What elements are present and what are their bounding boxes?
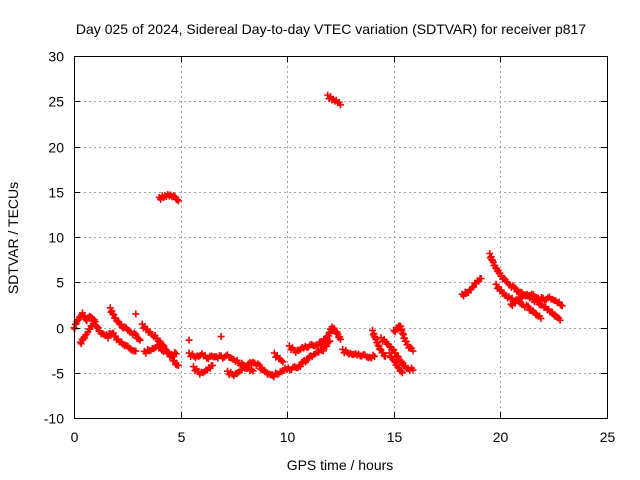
data-point: [104, 334, 112, 342]
data-point: [255, 361, 263, 369]
data-point: [173, 196, 181, 204]
y-tick-label: -10: [44, 411, 64, 427]
chart-title: Day 025 of 2024, Sidereal Day-to-day VTE…: [76, 21, 586, 37]
data-segment: [458, 275, 485, 300]
x-tick-label: 10: [280, 429, 296, 445]
data-segment: [368, 326, 389, 360]
data-point: [278, 357, 286, 365]
data-point: [174, 362, 182, 370]
data-segment: [155, 190, 182, 205]
data-point: [89, 320, 97, 328]
isolated-point: [185, 336, 193, 344]
grid: [74, 56, 607, 418]
data-point: [217, 333, 225, 341]
x-tick-label: 25: [600, 429, 616, 445]
y-tick-label: 30: [48, 49, 64, 65]
data-point: [460, 292, 468, 300]
data-point: [337, 101, 344, 109]
x-tick-label: 5: [178, 429, 186, 445]
data-point: [174, 197, 182, 205]
data-point: [326, 337, 334, 345]
x-axis-label: GPS time / hours: [287, 457, 394, 473]
data-point: [132, 330, 140, 338]
data-segment: [386, 349, 406, 377]
data-point: [155, 337, 163, 345]
x-tick-label: 0: [71, 429, 79, 445]
y-tick-label: 0: [56, 321, 64, 337]
isolated-point: [164, 349, 172, 357]
axis-ticks: 0 5 10 15 20 25 -10 -5 0 5 10 15 20 25 30: [44, 49, 616, 446]
data-point: [381, 352, 389, 360]
data-segment: [507, 290, 566, 310]
data-point: [279, 358, 287, 366]
data-point: [409, 366, 417, 374]
data-point: [511, 284, 519, 292]
data-segment: [189, 362, 217, 378]
y-tick-label: -5: [52, 366, 65, 382]
y-tick-label: 20: [48, 140, 64, 156]
data-point: [209, 362, 217, 370]
data-point: [323, 342, 331, 350]
data-segment: [390, 322, 417, 355]
data-point: [556, 316, 564, 324]
data-point: [337, 335, 344, 343]
data-point: [398, 369, 406, 377]
data-point: [394, 353, 402, 361]
data-segment: [70, 309, 140, 355]
data-point: [170, 357, 178, 365]
data-point: [172, 350, 180, 358]
data-point: [470, 283, 478, 291]
data-point: [508, 302, 516, 310]
data-point: [77, 340, 85, 348]
data-point: [397, 358, 405, 366]
data-point: [296, 362, 304, 370]
y-tick-label: 25: [48, 94, 64, 110]
data-segment: [268, 337, 334, 381]
data-segment: [285, 323, 344, 356]
data-point: [371, 352, 379, 360]
data-point: [524, 302, 532, 310]
data-segment: [339, 345, 379, 362]
data-point: [510, 283, 518, 291]
data-point: [135, 335, 143, 343]
data-point: [249, 367, 257, 375]
data-point: [558, 302, 566, 310]
data-segment: [324, 91, 344, 109]
x-tick-label: 15: [387, 429, 403, 445]
x-tick-label: 20: [493, 429, 509, 445]
data-point: [394, 364, 402, 372]
data-segment: [106, 304, 144, 344]
data-segment: [270, 349, 287, 366]
data-point: [319, 347, 327, 355]
data-point: [109, 310, 117, 318]
data-point: [537, 314, 545, 322]
y-tick-label: 5: [56, 275, 64, 291]
data-point: [500, 274, 508, 282]
data-series: [70, 91, 566, 381]
data-point: [391, 328, 399, 336]
isolated-point: [132, 310, 140, 318]
data-point: [409, 347, 417, 355]
data-segment: [76, 320, 97, 348]
y-tick-label: 15: [48, 185, 64, 201]
data-point: [164, 349, 172, 357]
isolated-point: [217, 333, 225, 341]
y-axis-label: SDTVAR / TECUs: [5, 182, 21, 294]
data-point: [136, 336, 144, 344]
data-point: [132, 347, 140, 355]
data-point: [314, 342, 322, 350]
data-point: [169, 192, 177, 200]
data-point: [132, 310, 140, 318]
data-point: [477, 275, 485, 283]
y-tick-label: 10: [48, 230, 64, 246]
data-point: [406, 343, 414, 351]
data-point: [185, 336, 193, 344]
